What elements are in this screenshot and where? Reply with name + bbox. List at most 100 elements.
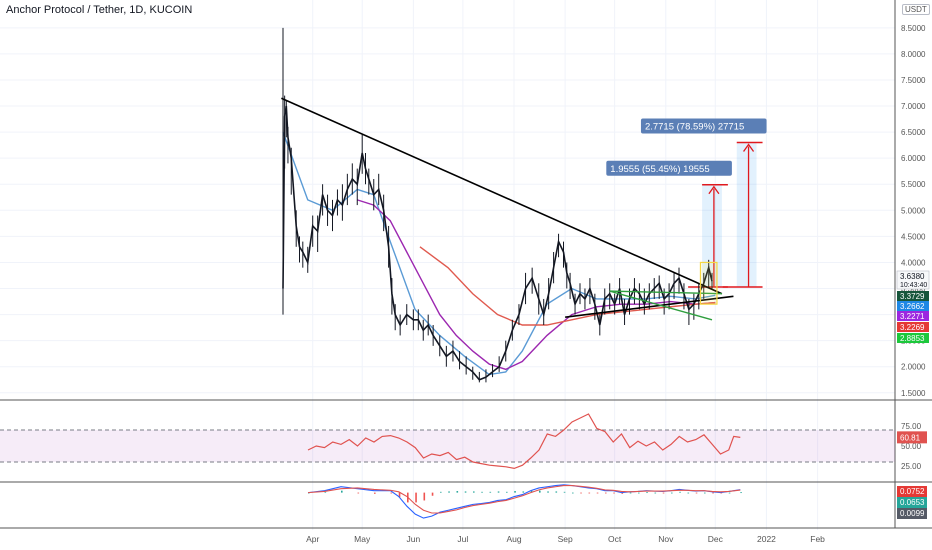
price-value-tag	[897, 311, 929, 321]
macd-histogram-bar	[522, 491, 525, 493]
price-tick-label: 7.5000	[901, 76, 926, 85]
macd-histogram-bar	[547, 491, 549, 493]
time-tick-label: Aug	[506, 534, 521, 544]
macd-pane: 0.0752 0.0653 0.0099	[307, 484, 927, 519]
time-tick-label: Jun	[406, 534, 420, 544]
price-tick-label: 2.0000	[901, 363, 926, 372]
price-tick-label: 6.5000	[901, 128, 926, 137]
macd-histogram-bar	[728, 492, 731, 494]
macd-histogram-bar	[572, 492, 574, 494]
time-tick-label: Dec	[708, 534, 724, 544]
rsi-value-tag	[897, 431, 927, 444]
macd-histogram-bar	[638, 492, 640, 494]
macd-histogram-bar	[621, 492, 624, 494]
macd-histogram-bar	[440, 491, 442, 493]
time-tick-label: Jul	[457, 534, 468, 544]
macd-histogram-bar	[341, 490, 343, 493]
macd-histogram-bar	[456, 491, 459, 493]
price-value-label: 3.2271	[900, 312, 925, 321]
macd-histogram-bar	[588, 492, 591, 494]
macd-histogram-bar	[613, 492, 615, 494]
rsi-line	[307, 413, 741, 470]
macd-value-label: 0.0752	[900, 487, 925, 496]
price-value-label: 3.2662	[900, 302, 925, 311]
macd-histogram-bar	[390, 492, 393, 494]
macd-histogram-bar	[530, 490, 533, 493]
trendline	[565, 295, 734, 318]
rsi-tick-label: 75.00	[901, 422, 922, 431]
macd-histogram-bar	[555, 491, 558, 493]
macd-histogram-bar	[506, 491, 508, 493]
price-tick-label: 6.0000	[901, 154, 926, 163]
price-tick-label: 5.0000	[901, 206, 926, 215]
projection-label: 1.9555 (55.45%) 19555	[610, 164, 709, 175]
price-value-tag	[897, 301, 929, 311]
macd-histogram-bar	[374, 492, 376, 494]
currency-badge[interactable]: USDT	[902, 4, 930, 15]
price-value-tag	[896, 270, 930, 290]
macd-histogram-bar	[431, 492, 434, 496]
macd-histogram-bar	[415, 492, 417, 503]
pane-borders	[0, 0, 932, 529]
price-tick-label: 4.0000	[901, 258, 926, 267]
macd-histogram-bar	[489, 491, 492, 493]
rsi-band	[0, 430, 895, 462]
time-tick-label: Oct	[608, 534, 622, 544]
macd-histogram-bar	[514, 491, 516, 493]
macd-histogram-bar	[448, 491, 450, 493]
macd-histogram-bar	[662, 492, 665, 494]
price-value-tag	[897, 333, 929, 343]
time-tick-label: Feb	[810, 534, 825, 544]
price-value-label: 3.2269	[900, 323, 925, 332]
price-tick-label: 7.0000	[901, 102, 926, 111]
macd-signal-line	[307, 485, 741, 514]
price-tick-label: 5.5000	[901, 180, 926, 189]
macd-histogram-bar	[464, 491, 467, 493]
time-tick-label: Nov	[658, 534, 674, 544]
projection-label-bg	[606, 160, 732, 176]
price-tick-label: 8.0000	[901, 50, 926, 59]
macd-histogram-bar	[596, 492, 599, 494]
price-tick-label: 1.5000	[901, 389, 926, 398]
moving-average-line	[357, 199, 716, 371]
price-countdown-label: 10:43:40	[900, 282, 927, 289]
drawn-trendlines	[281, 97, 734, 321]
highlight-box	[699, 261, 718, 305]
macd-histogram-bar	[605, 492, 607, 494]
macd-histogram-bar	[704, 492, 706, 494]
macd-histogram-bar	[497, 491, 500, 493]
trendline	[281, 97, 723, 295]
price-value-label: 3.3729	[900, 292, 925, 301]
rsi-tick-label: 25.00	[901, 462, 922, 471]
rsi-tick-label: 50.00	[901, 442, 922, 451]
projection-label: 2.7715 (78.59%) 27715	[645, 122, 744, 133]
rsi-pane: 25.00 50.00 75.00 60.81	[0, 413, 927, 471]
time-tick-label: May	[354, 534, 371, 544]
macd-histogram-bar	[539, 490, 541, 493]
projection-box	[702, 184, 722, 287]
price-tick-label: 8.5000	[901, 24, 926, 33]
macd-histogram-bar	[695, 492, 698, 494]
macd-histogram-bar	[646, 492, 648, 494]
price-candles	[282, 27, 713, 383]
rsi-value-label: 60.81	[900, 433, 921, 442]
price-value-tag	[897, 291, 929, 301]
macd-value-tag	[897, 508, 927, 519]
pattern-line	[609, 290, 713, 321]
macd-histogram-bar	[481, 491, 483, 493]
price-value-tag	[897, 322, 929, 332]
moving-average-line	[419, 246, 716, 326]
projection-label-bg	[640, 118, 767, 134]
macd-histogram-bar	[679, 491, 681, 493]
macd-histogram-bar	[423, 492, 426, 501]
macd-histogram-bar	[671, 492, 673, 494]
macd-histogram-bar	[398, 492, 401, 498]
pattern-line	[609, 290, 722, 295]
projection-layer: 1.9555 (55.45%) 19555 2.7715 (78.59%) 277…	[606, 118, 767, 288]
chart-title: Anchor Protocol / Tether, 1D, KUCOIN	[6, 4, 193, 16]
macd-histogram-bar	[473, 491, 475, 493]
macd-value-label: 0.0653	[900, 498, 925, 507]
